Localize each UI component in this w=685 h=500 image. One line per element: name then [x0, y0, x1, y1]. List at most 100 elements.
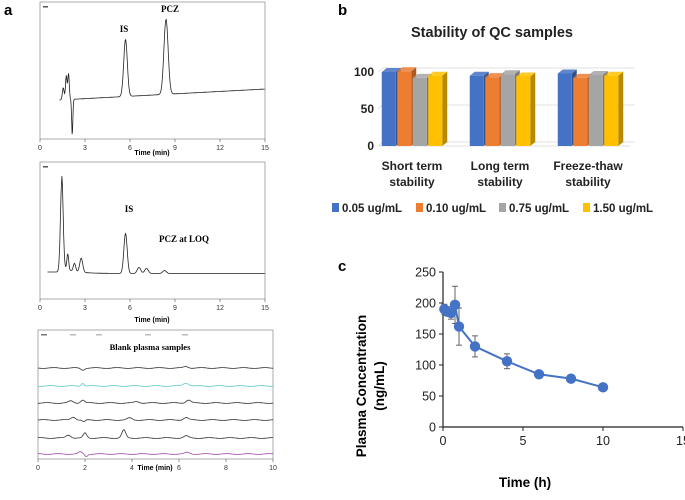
y-tick-label: 50: [422, 390, 436, 404]
bar-front: [428, 75, 443, 146]
stability-bar-chart: Stability of QC samples 0 50 100 Short ter…: [332, 25, 653, 215]
chart-title: Stability of QC samples: [411, 25, 573, 41]
x-tick-label: 0: [38, 145, 42, 152]
blank-traces: [37, 366, 274, 458]
bar-front: [500, 74, 515, 146]
x-tick-label: 6: [177, 465, 181, 472]
bar-front: [604, 75, 619, 146]
legend-mark: [96, 334, 102, 336]
y-tick-label: 150: [415, 328, 436, 342]
legend-mark: [41, 334, 47, 336]
bar-top: [500, 70, 520, 75]
bar-front: [412, 77, 427, 146]
legend-item-3: 1.50 ug/mL: [583, 203, 653, 215]
x-axis-categories: Short term stability Long term stability Fre…: [382, 159, 624, 189]
peak-label-pcz: PCZ: [161, 4, 179, 14]
data-point: [533, 369, 545, 380]
x-tick-label: 2: [83, 465, 87, 472]
bar-top: [469, 71, 489, 76]
x-axis-ticks: 0 3 6 9 12 15: [38, 299, 269, 312]
x-tick-label: 12: [216, 145, 224, 152]
legend-item-1: 0.10 ug/mL: [416, 203, 486, 215]
y-tick-label: 200: [415, 297, 436, 311]
bar-top: [588, 70, 608, 75]
peak-label-pcz-loq: PCZ at LOQ: [159, 234, 209, 244]
x-axis-ticks: 0 2 4 6 8 10: [36, 459, 277, 472]
legend-swatch: [583, 203, 590, 212]
chromatogram-loq: 0 3 6 9 12 15 IS PCZ at LOQ Time (min): [38, 161, 269, 324]
plot-frame: [37, 329, 274, 460]
legend-mark: [70, 334, 76, 336]
y-tick-label: 100: [415, 359, 436, 373]
x-tick-label: 0: [440, 434, 447, 448]
pk-curve-chart: Plasma Concentration (ng/mL) 05010015020…: [354, 266, 685, 491]
bar-front: [469, 75, 484, 146]
category-label: Long term: [471, 159, 530, 173]
legend-label: 0.05 ug/mL: [342, 203, 402, 215]
data-point: [469, 341, 481, 352]
blank-trace-1: [37, 366, 274, 371]
bar-top: [428, 71, 448, 76]
legend-mark: [145, 334, 151, 336]
bars: [381, 67, 624, 146]
blank-trace-6: [37, 451, 274, 458]
bar-front: [381, 72, 396, 146]
x-tick-label: 6: [128, 305, 132, 312]
chromatogram-blank: Blank plasma samples 0 2 4 6 8 10 Time (min): [36, 329, 277, 472]
x-tick-label: 9: [173, 305, 177, 312]
legend-swatch: [499, 203, 506, 212]
data-point: [565, 373, 577, 384]
x-axis-label: Time (min): [134, 317, 169, 324]
legend-mark: [43, 6, 48, 8]
bar-top: [604, 71, 624, 76]
blank-trace-2: [37, 383, 273, 387]
bar-top: [573, 73, 593, 78]
bar-front: [557, 73, 572, 146]
legend-marks: [41, 334, 188, 336]
chart-title: Blank plasma samples: [110, 342, 191, 352]
x-axis-label: Time (min): [137, 465, 172, 472]
axes: 0 50 100 150 200 250 0 5 10 15: [415, 266, 685, 449]
category-label: Freeze-thaw: [553, 159, 623, 173]
bar-top: [516, 72, 536, 77]
panel-label-c: c: [338, 258, 347, 275]
plot-frame: [39, 161, 266, 300]
bar-side: [618, 71, 624, 146]
legend-swatch: [332, 203, 339, 212]
x-tick-label: 15: [261, 145, 269, 152]
bar-top: [397, 67, 417, 72]
data-point: [453, 321, 465, 332]
legend-item-2: 0.75 ug/mL: [499, 203, 569, 215]
x-axis-ticks: 0 3 6 9 12 15: [38, 139, 269, 152]
bar-side: [530, 72, 536, 146]
plot-frame: [39, 1, 266, 140]
legend-label: 0.75 ug/mL: [509, 203, 569, 215]
bar-front: [573, 77, 588, 146]
y-axis-label-line1: Plasma Concentration: [354, 315, 369, 458]
x-tick-label: 6: [128, 145, 132, 152]
x-tick-label: 10: [596, 434, 610, 448]
legend-item-0: 0.05 ug/mL: [332, 203, 402, 215]
bar-top: [412, 73, 432, 78]
bar-front: [588, 74, 603, 146]
data-point: [449, 299, 461, 311]
x-tick-label: 15: [676, 434, 685, 448]
data-point: [501, 356, 513, 367]
legend-mark: [43, 166, 48, 168]
error-bars: [441, 285, 606, 390]
bar-front: [516, 76, 531, 146]
legend: 0.05 ug/mL 0.10 ug/mL 0.75 ug/mL 1.50 ug/mL: [332, 203, 653, 215]
x-tick-label: 5: [520, 434, 527, 448]
chromatogram-standard: 0 3 6 9 12 15 IS PCZ Time (min): [38, 1, 269, 157]
x-tick-label: 12: [216, 305, 224, 312]
bar-2-3: [604, 71, 624, 146]
x-tick-label: 9: [173, 145, 177, 152]
x-tick-label: 8: [224, 465, 228, 472]
peak-label-is: IS: [125, 204, 134, 214]
y-tick-label: 0: [429, 421, 436, 435]
x-tick-label: 0: [38, 305, 42, 312]
legend-swatch: [416, 203, 423, 212]
y-tick-label: 250: [415, 266, 436, 280]
bar-front: [485, 77, 500, 146]
bar-top: [557, 69, 577, 74]
